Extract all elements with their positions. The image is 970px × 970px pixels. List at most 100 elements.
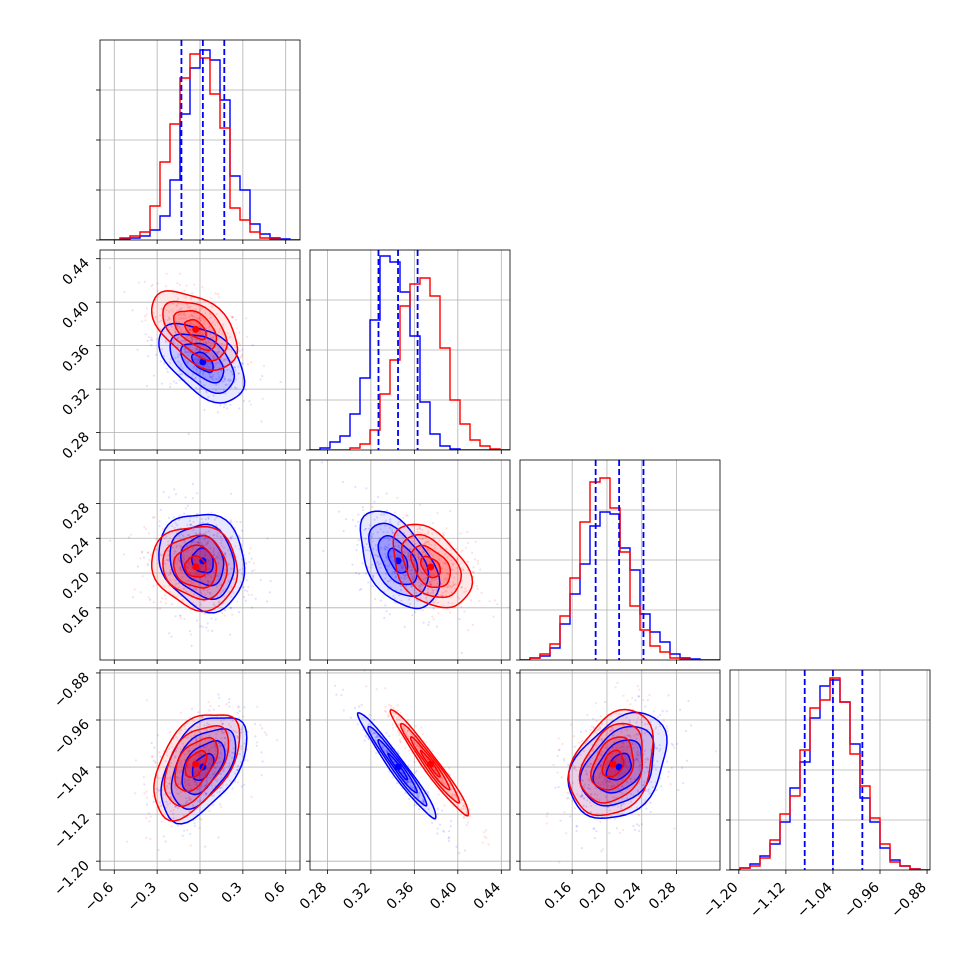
scatter-point [200, 387, 203, 390]
scatter-point [398, 738, 402, 741]
scatter-point [635, 737, 638, 740]
scatter-point [143, 792, 146, 795]
scatter-point [687, 699, 690, 703]
scatter-point [595, 777, 598, 780]
scatter-point [455, 845, 458, 848]
scatter-point [222, 359, 225, 363]
scatter-point [427, 543, 431, 546]
scatter-point [421, 609, 424, 612]
scatter-point [204, 312, 207, 315]
scatter-point [629, 777, 632, 780]
scatter-point [185, 783, 188, 787]
scatter-point [408, 749, 411, 752]
scatter-point [432, 607, 435, 610]
scatter-point [171, 302, 174, 305]
scatter-point [241, 573, 244, 576]
scatter-point [611, 781, 614, 784]
scatter-point [193, 757, 196, 760]
scatter-point [197, 362, 200, 365]
scatter-point [596, 793, 599, 797]
scatter-point [210, 376, 213, 379]
scatter-point [215, 313, 218, 316]
scatter-point [441, 567, 444, 570]
scatter-point [629, 736, 632, 739]
scatter-point [205, 561, 208, 564]
scatter-point [224, 392, 227, 395]
scatter-point [208, 734, 211, 738]
scatter-point [429, 584, 432, 587]
scatter-point [236, 781, 240, 784]
scatter-point [187, 353, 190, 357]
scatter-point [375, 549, 378, 552]
scatter-point [149, 837, 152, 841]
scatter-point [418, 503, 422, 506]
scatter-point [190, 313, 193, 316]
scatter-point [637, 695, 641, 698]
scatter-point [241, 362, 244, 365]
scatter-point [236, 711, 239, 715]
scatter-point [174, 330, 177, 333]
scatter-point [259, 723, 262, 727]
scatter-point [439, 594, 442, 597]
scatter-point [599, 821, 602, 824]
scatter-point [230, 349, 233, 352]
scatter-point [448, 585, 451, 588]
scatter-point [428, 580, 431, 584]
scatter-point [366, 548, 369, 552]
scatter-point [593, 775, 596, 778]
panel-frame [519, 459, 721, 661]
scatter-point [151, 339, 154, 342]
scatter-point [601, 781, 604, 784]
scatter-point [599, 773, 602, 776]
scatter-point [384, 545, 388, 549]
scatter-point [449, 611, 452, 614]
scatter-point [406, 781, 409, 784]
scatter-point [180, 317, 183, 320]
scatter-point [372, 731, 376, 734]
scatter-point [626, 699, 629, 702]
scatter-point [392, 594, 395, 597]
scatter-point [480, 591, 483, 595]
scatter-point [166, 777, 169, 780]
scatter-point [413, 589, 416, 592]
scatter-point [407, 551, 410, 554]
scatter-point [654, 746, 657, 749]
scatter-point [207, 560, 211, 563]
scatter-point [456, 558, 459, 562]
scatter-point [234, 545, 237, 548]
scatter-point [193, 377, 196, 380]
scatter-point [221, 332, 224, 335]
scatter-point [353, 706, 356, 710]
y-tick-label: −0.88 [51, 669, 93, 711]
scatter-point [203, 554, 206, 557]
scatter-point [159, 755, 162, 759]
scatter-point [150, 285, 153, 288]
scatter-point [222, 375, 226, 378]
scatter-point [384, 572, 388, 576]
scatter-point [621, 750, 624, 753]
scatter-point [176, 738, 179, 741]
scatter-point [198, 827, 201, 830]
scatter-point [220, 731, 223, 734]
scatter-point [224, 736, 227, 740]
scatter-point [638, 764, 641, 767]
scatter-point [195, 737, 198, 740]
scatter-point [199, 549, 202, 552]
scatter-point [250, 403, 253, 406]
scatter-point [208, 559, 211, 562]
scatter-point [637, 695, 640, 698]
scatter-point [605, 779, 608, 783]
scatter-point [364, 527, 367, 531]
scatter-point [164, 285, 168, 288]
scatter-point [254, 735, 257, 738]
scatter-point [174, 330, 177, 333]
scatter-point [605, 795, 608, 798]
scatter-point [655, 747, 659, 751]
scatter-point [179, 770, 182, 774]
scatter-point [657, 732, 660, 735]
scatter-point [655, 789, 658, 792]
scatter-point [670, 766, 673, 770]
scatter-point [227, 549, 230, 552]
scatter-point [424, 542, 427, 545]
scatter-point [573, 807, 577, 810]
